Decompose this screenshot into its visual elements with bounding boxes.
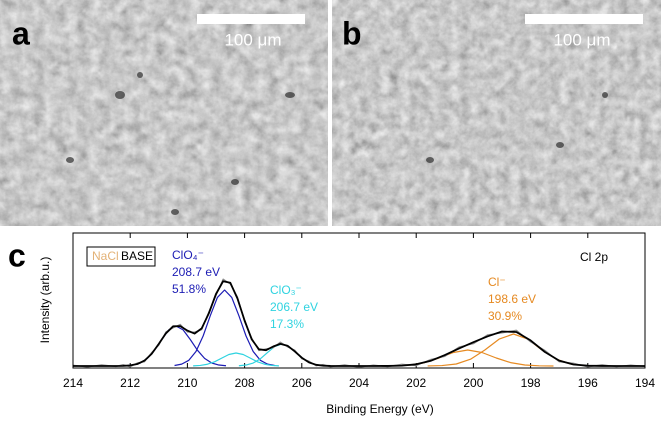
- series-line: [381, 349, 554, 367]
- series-line: [73, 280, 645, 367]
- legend-box: [86, 246, 156, 267]
- sem-image: [332, 0, 661, 226]
- annotation: 17.3%: [270, 317, 304, 331]
- annotation: 206.7 eV: [270, 300, 318, 314]
- panel-label: a: [12, 15, 30, 51]
- x-tick-label: 208: [235, 376, 255, 390]
- sem-image: [0, 0, 328, 226]
- x-tick-label: 202: [406, 376, 426, 390]
- x-tick-label: 200: [463, 376, 483, 390]
- series-line: [125, 325, 227, 367]
- annotation: 30.9%: [488, 309, 522, 323]
- annotation: ClO₄⁻: [172, 248, 204, 262]
- x-tick-label: 210: [177, 376, 197, 390]
- x-axis-label: Binding Energy (eV): [326, 402, 433, 416]
- x-tick-label: 204: [349, 376, 369, 390]
- series-line: [427, 333, 600, 367]
- series-line: [72, 278, 646, 368]
- annotation: 51.8%: [172, 282, 206, 296]
- x-tick-label: 214: [63, 376, 83, 390]
- scale-label: 100 μm: [553, 30, 610, 49]
- y-axis-label: Intensity (arb.u.): [38, 257, 52, 344]
- legend-entry: BASE: [121, 249, 153, 263]
- x-tick-label: 206: [292, 376, 312, 390]
- x-tick-label: 212: [120, 376, 140, 390]
- annotation: 198.6 eV: [488, 292, 536, 306]
- scale-bar: [197, 14, 305, 24]
- panel-label: b: [342, 15, 362, 51]
- series-line: [193, 352, 279, 367]
- annotation: 208.7 eV: [172, 265, 220, 279]
- scale-label: 100 μm: [224, 30, 281, 49]
- annotation: Cl⁻: [488, 275, 506, 289]
- panel-label: c: [8, 237, 26, 273]
- legend-entry: NaCl: [92, 249, 119, 263]
- x-tick-label: 198: [521, 376, 541, 390]
- plot-frame: [72, 232, 646, 369]
- annotation: ClO₃⁻: [270, 283, 302, 297]
- x-tick-label: 194: [635, 376, 655, 390]
- pits: [66, 72, 608, 215]
- x-tick-label: 196: [578, 376, 598, 390]
- chart-label: Cl 2p: [580, 250, 608, 264]
- scale-bar: [525, 14, 643, 24]
- series-line: [174, 289, 275, 367]
